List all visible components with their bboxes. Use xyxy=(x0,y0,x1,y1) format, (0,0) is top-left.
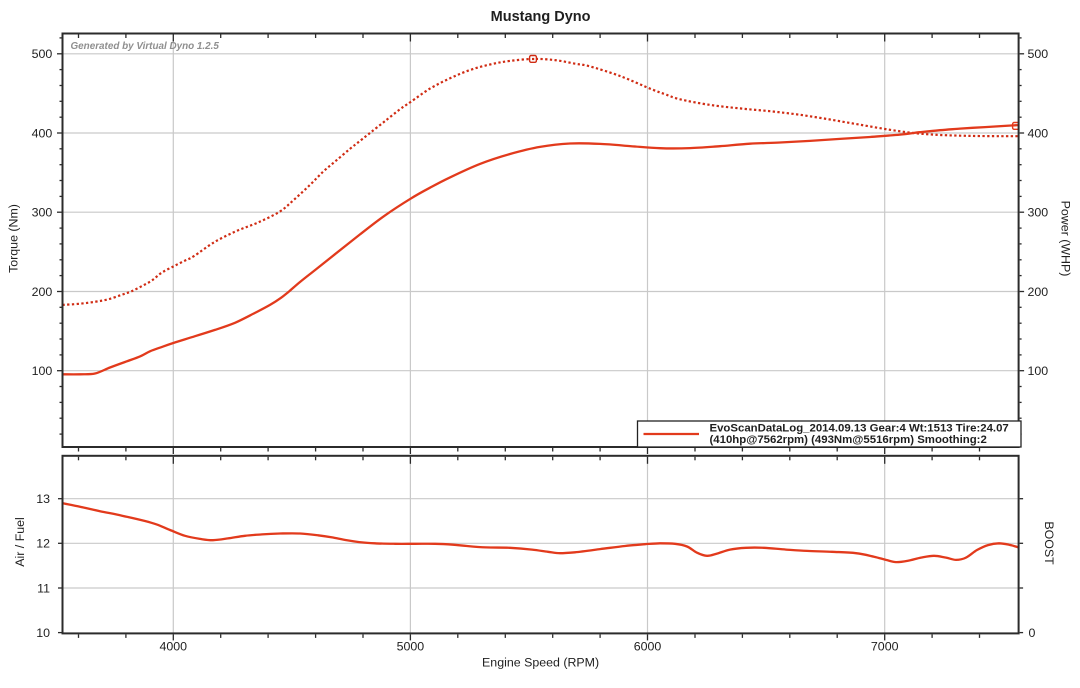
svg-text:Mustang Dyno: Mustang Dyno xyxy=(491,9,591,25)
svg-text:EvoScanDataLog_2014.09.13 Gear: EvoScanDataLog_2014.09.13 Gear:4 Wt:1513… xyxy=(710,422,1009,434)
svg-text:500: 500 xyxy=(32,47,53,61)
svg-text:5000: 5000 xyxy=(397,640,425,654)
svg-text:Generated by Virtual Dyno 1.2.: Generated by Virtual Dyno 1.2.5 xyxy=(71,41,220,52)
svg-text:Torque (Nm): Torque (Nm) xyxy=(7,204,21,273)
svg-text:BOOST: BOOST xyxy=(1042,521,1056,565)
svg-text:200: 200 xyxy=(32,285,53,299)
svg-text:100: 100 xyxy=(1028,364,1049,378)
svg-text:400: 400 xyxy=(32,126,53,140)
svg-text:300: 300 xyxy=(32,206,53,220)
svg-text:4000: 4000 xyxy=(160,640,188,654)
svg-text:7000: 7000 xyxy=(871,640,899,654)
svg-text:100: 100 xyxy=(32,364,53,378)
svg-text:Power (WHP): Power (WHP) xyxy=(1059,201,1073,277)
svg-text:11: 11 xyxy=(37,581,50,595)
svg-text:Engine Speed (RPM): Engine Speed (RPM) xyxy=(482,656,599,670)
svg-text:300: 300 xyxy=(1028,206,1049,220)
svg-text:Air / Fuel: Air / Fuel xyxy=(13,517,27,567)
svg-text:0: 0 xyxy=(1029,626,1036,640)
svg-text:13: 13 xyxy=(36,492,50,506)
svg-text:(410hp@7562rpm) (493Nm@5516rpm: (410hp@7562rpm) (493Nm@5516rpm) Smoothin… xyxy=(710,434,987,446)
svg-text:400: 400 xyxy=(1028,126,1049,140)
svg-text:200: 200 xyxy=(1028,285,1049,299)
svg-text:6000: 6000 xyxy=(634,640,662,654)
svg-text:12: 12 xyxy=(36,537,50,551)
svg-text:10: 10 xyxy=(36,626,50,640)
svg-text:500: 500 xyxy=(1028,47,1049,61)
